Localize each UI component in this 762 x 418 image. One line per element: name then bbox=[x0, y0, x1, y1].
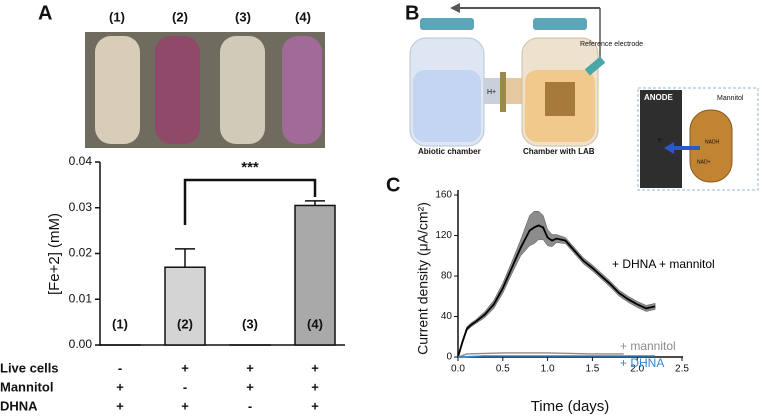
diagram-label: Chamber with LAB bbox=[523, 147, 595, 156]
y-tick-label: 120 bbox=[435, 230, 452, 241]
diagram-label: e- bbox=[658, 137, 665, 144]
row-label: DHNA bbox=[0, 398, 38, 413]
condition-mark: + bbox=[246, 360, 254, 375]
condition-mark: + bbox=[311, 360, 319, 375]
condition-mark: - bbox=[248, 398, 252, 413]
row-label: Mannitol bbox=[0, 379, 53, 394]
significance-bracket bbox=[183, 178, 317, 225]
condition-mark: - bbox=[183, 379, 187, 394]
bar-label: (3) bbox=[242, 316, 258, 331]
y-axis-label: Current density (μA/cm²) bbox=[415, 202, 431, 355]
photo-label: (1) bbox=[109, 9, 125, 24]
x-axis-label: Time (days) bbox=[531, 398, 610, 415]
y-tick-label: 80 bbox=[441, 271, 453, 282]
y-axis-label: [Fe+2] (mM) bbox=[46, 213, 63, 295]
diagram-label: NADH bbox=[705, 139, 720, 145]
bar bbox=[294, 204, 336, 346]
photo-label: (4) bbox=[295, 9, 311, 24]
panel-label: C bbox=[386, 174, 400, 196]
condition-mark: - bbox=[118, 360, 122, 375]
x-tick-label: 2.0 bbox=[630, 364, 644, 375]
series-label: + mannitol bbox=[620, 339, 676, 353]
y-tick-label: 0.00 bbox=[69, 337, 93, 351]
y-tick-label: 160 bbox=[435, 190, 452, 201]
y-tick-label: 0 bbox=[446, 352, 452, 363]
x-tick-label: 2.5 bbox=[675, 364, 689, 375]
series-label: + DHNA + mannitol bbox=[612, 257, 715, 271]
x-tick-label: 1.0 bbox=[541, 364, 555, 375]
bar-label: (1) bbox=[112, 316, 128, 331]
y-tick-label: 0.01 bbox=[69, 291, 93, 305]
condition-mark: + bbox=[181, 360, 189, 375]
condition-mark: + bbox=[311, 398, 319, 413]
row-label: Live cells bbox=[0, 360, 59, 375]
condition-mark: + bbox=[181, 398, 189, 413]
series-label: + DHNA bbox=[620, 356, 664, 370]
x-tick-label: 1.5 bbox=[585, 364, 599, 375]
y-tick-label: 0.02 bbox=[69, 246, 93, 260]
photo-label: (2) bbox=[172, 9, 188, 24]
diagram-label: Reference electrode bbox=[580, 41, 643, 48]
panel-label: B bbox=[405, 2, 419, 24]
error-band bbox=[457, 211, 656, 358]
bar bbox=[164, 266, 206, 346]
y-tick-label: 40 bbox=[441, 311, 453, 322]
condition-mark: + bbox=[116, 398, 124, 413]
x-tick-label: 0.0 bbox=[451, 364, 465, 375]
condition-mark: + bbox=[311, 379, 319, 394]
diagram-label: ANODE bbox=[644, 93, 674, 102]
diagram-label: NAD+ bbox=[697, 159, 711, 165]
bar-label: (4) bbox=[307, 316, 323, 331]
series-line bbox=[457, 224, 656, 358]
annotation: *** bbox=[241, 159, 259, 176]
diagram-label: H+ bbox=[487, 89, 496, 96]
y-tick-label: 0.03 bbox=[69, 200, 93, 214]
series-line bbox=[457, 352, 624, 358]
condition-mark: + bbox=[246, 379, 254, 394]
series-line bbox=[457, 355, 656, 358]
panel-label: A bbox=[38, 2, 52, 24]
photo-label: (3) bbox=[235, 9, 251, 24]
x-tick-label: 0.5 bbox=[496, 364, 510, 375]
diagram-label: Abiotic chamber bbox=[418, 147, 481, 156]
bar-label: (2) bbox=[177, 316, 193, 331]
diagram-label: Mannitol bbox=[717, 95, 744, 102]
diagram bbox=[409, 3, 759, 191]
y-tick-label: 0.04 bbox=[69, 154, 93, 168]
condition-mark: + bbox=[116, 379, 124, 394]
photo bbox=[85, 32, 325, 148]
